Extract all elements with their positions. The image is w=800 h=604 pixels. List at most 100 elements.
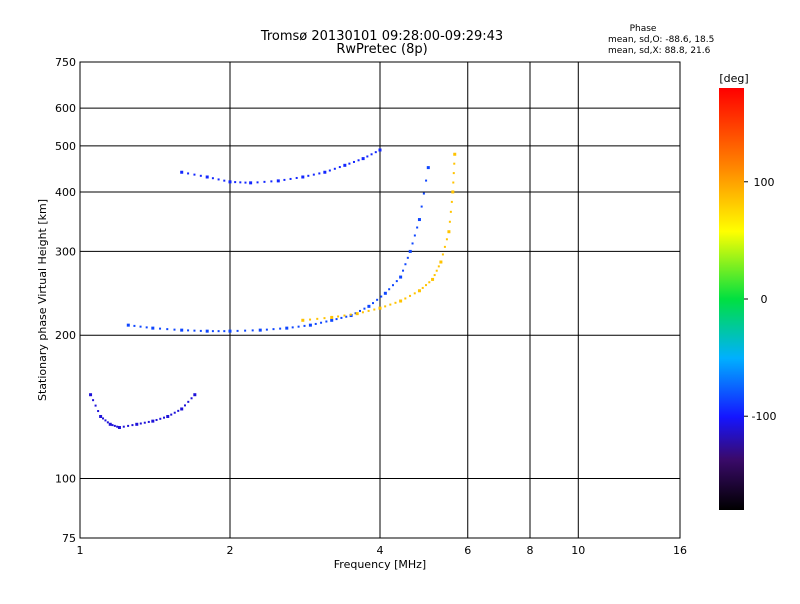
scatter-point xyxy=(187,329,190,332)
scatter-point xyxy=(151,326,155,330)
scatter-point xyxy=(316,317,319,320)
scatter-point xyxy=(330,315,334,319)
scatter-point xyxy=(131,424,134,427)
y-tick-label: 75 xyxy=(62,532,76,545)
x-tick-label: 10 xyxy=(571,544,585,557)
scatter-point xyxy=(244,329,247,332)
scatter-point xyxy=(193,173,196,176)
scatter-point xyxy=(338,166,341,169)
scatter-point xyxy=(139,422,142,425)
scatter-point xyxy=(391,284,394,287)
scatter-point xyxy=(249,181,253,185)
scatter-point xyxy=(217,330,220,333)
scatter-point xyxy=(352,160,355,163)
scatter-point xyxy=(448,220,451,223)
scatter-point xyxy=(116,425,119,428)
scatter-point xyxy=(417,218,421,222)
scatter-point xyxy=(452,172,455,175)
scatter-point xyxy=(139,325,142,328)
scatter-point xyxy=(450,200,453,203)
scatter-point xyxy=(97,410,100,413)
colorbar-unit: [deg] xyxy=(719,72,748,85)
scatter-point xyxy=(258,328,262,332)
scatter-point xyxy=(376,298,379,301)
scatter-point xyxy=(309,318,312,321)
scatter-point xyxy=(297,325,300,328)
scatter-point xyxy=(113,424,116,427)
scatter-point xyxy=(354,312,357,315)
scatter-point xyxy=(180,328,184,332)
y-tick-label: 600 xyxy=(55,102,76,115)
scatter-point xyxy=(413,234,416,237)
x-tick-label: 1 xyxy=(77,544,84,557)
scatter-point xyxy=(163,416,166,419)
scatter-point xyxy=(187,400,190,403)
scatter-point xyxy=(437,265,440,268)
x-tick-label: 6 xyxy=(464,544,471,557)
scatter-point xyxy=(173,328,176,331)
scatter-point xyxy=(301,318,305,322)
scatter-point xyxy=(388,288,391,291)
scatter-point xyxy=(399,275,403,279)
scatter-point xyxy=(452,181,455,184)
scatter-point xyxy=(301,175,305,179)
scatter-point xyxy=(451,190,455,194)
scatter-point xyxy=(439,260,443,264)
colorbar-tick-label: 100 xyxy=(754,176,775,189)
scatter-point xyxy=(147,420,150,423)
scatter-point xyxy=(425,179,428,182)
x-tick-label: 8 xyxy=(527,544,534,557)
scatter-point xyxy=(190,397,193,400)
scatter-point xyxy=(295,176,298,179)
scatter-point xyxy=(276,179,280,183)
scatter-point xyxy=(318,172,321,175)
scatter-point xyxy=(340,316,343,319)
scatter-point xyxy=(205,175,209,179)
scatter-point xyxy=(89,393,93,397)
colorbar-tick-label: 0 xyxy=(761,293,768,306)
scatter-point xyxy=(355,312,359,316)
y-tick-label: 500 xyxy=(55,140,76,153)
scatter-point xyxy=(323,170,327,174)
y-tick-label: 200 xyxy=(55,329,76,342)
scatter-point xyxy=(94,404,97,407)
x-axis-label: Frequency [MHz] xyxy=(334,558,426,571)
scatter-point xyxy=(359,309,362,312)
scatter-point xyxy=(426,166,430,170)
scatter-point xyxy=(217,178,220,181)
scatter-point xyxy=(399,299,403,303)
scatter-point xyxy=(133,324,136,327)
scatter-point xyxy=(343,163,347,167)
scatter-point xyxy=(384,305,387,308)
scatter-point xyxy=(228,180,232,184)
scatter-point xyxy=(443,245,446,248)
scatter-point xyxy=(193,329,196,332)
scatter-point xyxy=(272,328,275,331)
scatter-point xyxy=(159,327,162,330)
scatter-point xyxy=(223,330,226,333)
scatter-point xyxy=(372,302,375,305)
scatter-point xyxy=(166,414,170,418)
scatter-point xyxy=(166,328,169,331)
scatter-point xyxy=(370,153,373,156)
scatter-point xyxy=(425,284,428,287)
x-tick-label: 16 xyxy=(673,544,687,557)
scatter-point xyxy=(441,253,444,256)
scatter-point xyxy=(285,326,289,330)
scatter-point xyxy=(383,291,387,295)
scatter-point xyxy=(102,417,105,420)
phase-stats-x: mean, sd,X: 88.8, 21.6 xyxy=(608,46,711,56)
scatter-point xyxy=(127,424,130,427)
scatter-point xyxy=(422,192,425,195)
scatter-point xyxy=(289,177,292,180)
scatter-point xyxy=(378,306,382,310)
scatter-point xyxy=(170,413,173,416)
scatter-point xyxy=(143,421,146,424)
scatter-point xyxy=(279,327,282,330)
scatter-point xyxy=(211,330,214,333)
scatter-point xyxy=(404,263,407,266)
scatter-point xyxy=(431,277,435,281)
y-tick-label: 750 xyxy=(55,56,76,69)
scatter-point xyxy=(106,421,109,424)
y-tick-label: 400 xyxy=(55,186,76,199)
